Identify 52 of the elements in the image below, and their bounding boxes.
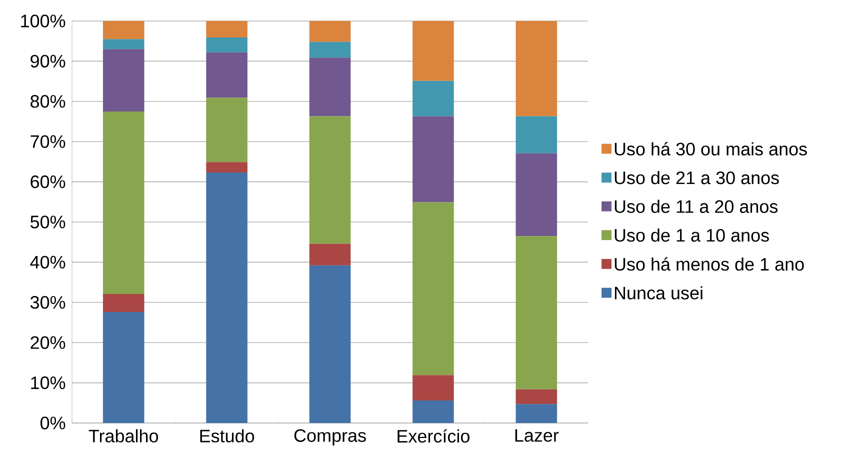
bar bbox=[412, 20, 454, 81]
bar bbox=[516, 20, 558, 116]
legend-label: Nunca usei bbox=[614, 286, 702, 300]
bar bbox=[412, 375, 454, 400]
y-tick-label: 30% bbox=[30, 296, 66, 309]
bar bbox=[309, 20, 351, 42]
x-tick-label: Compras bbox=[294, 429, 366, 446]
x-tick-label: Estudo bbox=[200, 429, 254, 442]
bar bbox=[206, 172, 248, 423]
x-tick-label: Exercício bbox=[398, 429, 470, 443]
bar bbox=[102, 20, 144, 40]
x-tick-label: Trabalho bbox=[88, 429, 158, 442]
bar bbox=[206, 52, 248, 98]
bar bbox=[516, 404, 558, 423]
bar bbox=[412, 80, 454, 116]
bar bbox=[412, 202, 454, 376]
bar bbox=[309, 265, 351, 423]
y-tick-label: 90% bbox=[30, 54, 66, 68]
legend-label: Uso de 11 a 20 anos bbox=[614, 200, 778, 213]
bar bbox=[516, 153, 558, 236]
legend-label: Uso de 1 a 10 anos bbox=[614, 228, 769, 242]
y-tick-label: 20% bbox=[30, 336, 66, 349]
y-tick-label: 80% bbox=[30, 95, 66, 108]
bar bbox=[516, 236, 558, 390]
y-tick-label: 70% bbox=[30, 135, 66, 148]
bar bbox=[309, 58, 351, 116]
bar bbox=[206, 20, 248, 38]
legend-label: Uso há 30 ou mais anos bbox=[614, 142, 807, 156]
bar bbox=[206, 98, 248, 162]
bar bbox=[412, 400, 454, 423]
y-tick-label: 60% bbox=[30, 175, 66, 188]
bar bbox=[516, 389, 558, 404]
bar bbox=[102, 294, 144, 312]
bar bbox=[102, 111, 144, 294]
x-tick-label: Lazer bbox=[515, 429, 559, 442]
legend-label: Uso de 21 a 30 anos bbox=[614, 171, 779, 184]
y-tick-label: 40% bbox=[30, 256, 66, 269]
legend-label: Uso há menos de 1 ano bbox=[614, 257, 804, 271]
y-tick-label: 10% bbox=[31, 376, 66, 390]
bar bbox=[206, 37, 248, 52]
bar bbox=[309, 42, 351, 58]
y-tick-label: 0% bbox=[40, 416, 66, 430]
bar bbox=[516, 116, 558, 154]
bar bbox=[309, 116, 351, 244]
y-tick-label: 100% bbox=[21, 14, 66, 28]
bar bbox=[206, 162, 248, 173]
bar bbox=[102, 39, 144, 50]
y-tick-label: 50% bbox=[30, 216, 66, 228]
bar bbox=[102, 49, 144, 112]
bar bbox=[412, 116, 454, 202]
bar bbox=[309, 244, 351, 266]
bar bbox=[102, 312, 144, 423]
